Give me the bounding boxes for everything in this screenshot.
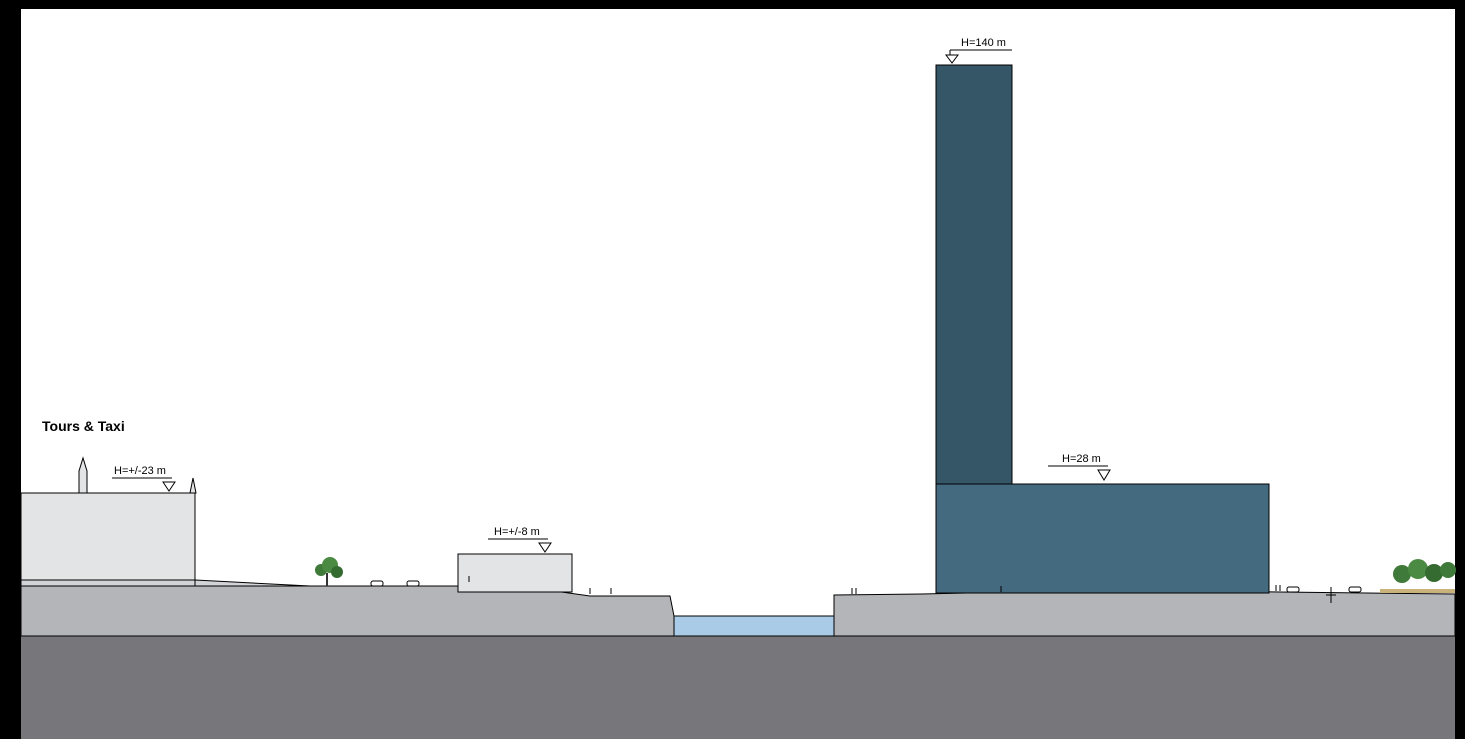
triangle-level-icon — [162, 481, 176, 492]
triangle-level-icon — [1097, 469, 1111, 481]
canal-water — [673, 615, 835, 637]
car-icon — [1348, 586, 1362, 593]
ramp-left — [194, 579, 311, 587]
podium-building — [935, 483, 1270, 594]
frame-right — [1455, 0, 1465, 739]
tree-icon — [315, 557, 343, 586]
lamp-post-icon — [1326, 587, 1336, 603]
spire — [78, 456, 88, 494]
place-label: Tours & Taxi — [42, 418, 125, 434]
height-label-tower: H=140 m — [961, 37, 1006, 49]
tours-taxi-base — [20, 579, 196, 587]
height-marker-podium: H=28 m — [1048, 453, 1111, 481]
car-icon — [1286, 586, 1300, 593]
height-label-low-building: H=+/-8 m — [494, 526, 540, 538]
height-marker-tours-taxi: H=+/-23 m — [112, 465, 176, 492]
triangle-level-icon — [945, 54, 959, 64]
frame-top — [0, 0, 1465, 9]
car-icon — [370, 580, 384, 587]
tower-building — [935, 64, 1013, 485]
frame-left — [0, 0, 21, 739]
bedrock-layer — [21, 636, 1455, 739]
person-icon — [851, 588, 857, 594]
height-marker-tower: H=140 m — [945, 37, 1012, 64]
low-building — [457, 553, 573, 593]
triangle-level-icon — [538, 542, 552, 553]
height-marker-low-building: H=+/-8 m — [488, 526, 552, 553]
height-label-tours-taxi: H=+/-23 m — [114, 465, 166, 477]
height-label-podium: H=28 m — [1062, 453, 1101, 465]
person-icon — [1275, 585, 1281, 591]
pinnacle — [189, 477, 197, 494]
ground-right-bank — [833, 589, 1456, 637]
car-icon — [406, 580, 420, 587]
tree-icon — [1380, 559, 1456, 593]
tours-taxi-building — [20, 492, 196, 587]
